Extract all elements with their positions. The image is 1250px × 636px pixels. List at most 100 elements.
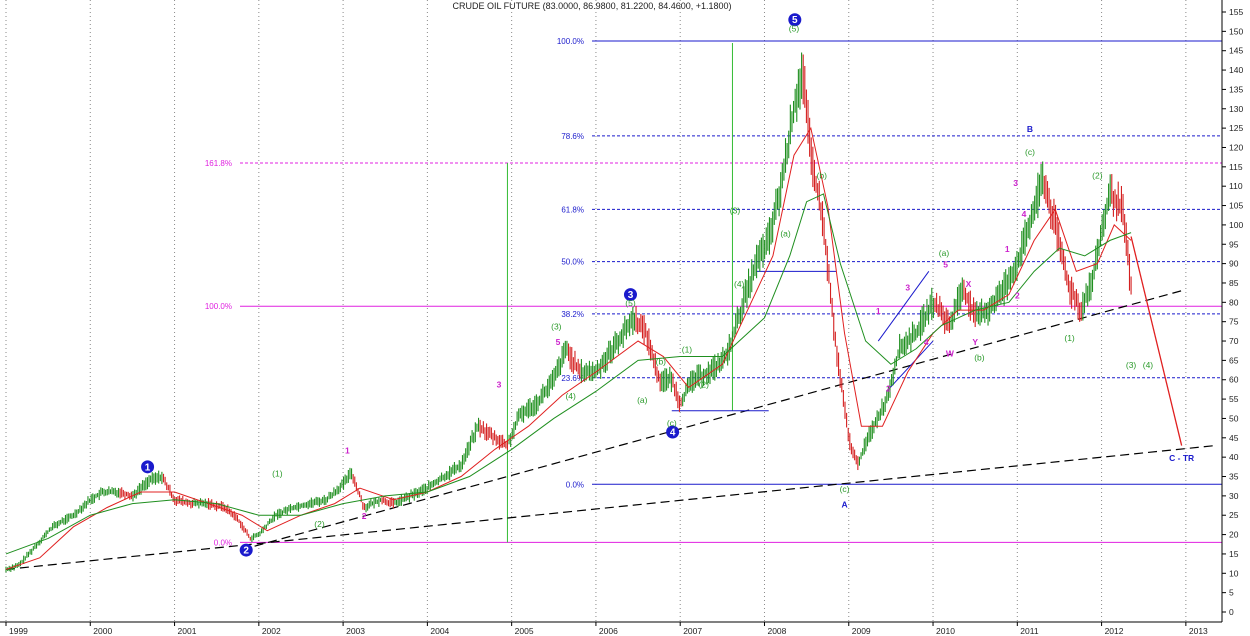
minor-wave-label: (1) — [1064, 333, 1075, 343]
wave-labels: 1 2 3 4 5 A B C - TR (5) (1) (2) (3) (4) (5) (a) (b) (c)… — [141, 13, 1194, 557]
major-wave-marker — [141, 460, 155, 474]
minor-wave-label: (c) — [667, 418, 677, 428]
y-tick-label: 20 — [1229, 530, 1239, 540]
x-tick-label: 2008 — [767, 626, 786, 636]
minor-wave-label: (2) — [699, 379, 710, 389]
minor-wave-label: (2) — [314, 519, 325, 529]
y-tick-label: 105 — [1229, 201, 1243, 211]
minor-wave-label: (5) — [625, 298, 636, 308]
y-tick-label: 15 — [1229, 549, 1239, 559]
fib-label-left: 0.0% — [214, 538, 232, 547]
y-tick-label: 40 — [1229, 452, 1239, 462]
price-series — [5, 52, 1132, 573]
channel-upper — [877, 271, 930, 342]
major-wave-label: 2 — [243, 546, 249, 557]
upper-trendline — [254, 290, 1182, 547]
minor-wave-label: (a) — [780, 229, 791, 239]
y-tick-label: 125 — [1229, 123, 1243, 133]
sub-wave-label: W — [946, 349, 955, 359]
y-tick-label: 120 — [1229, 142, 1243, 152]
projection-line — [1130, 236, 1183, 446]
fib-label-right: 0.0% — [566, 480, 584, 489]
minor-wave-label: (3) — [730, 205, 741, 215]
sub-wave-label: 3 — [905, 283, 910, 293]
x-tick-label: 2009 — [852, 626, 871, 636]
minor-wave-label: (b) — [817, 170, 828, 180]
minor-wave-label: (c) — [1025, 147, 1035, 157]
trend-lines — [5, 42, 1216, 571]
y-tick-label: 30 — [1229, 491, 1239, 501]
y-tick-label: 140 — [1229, 65, 1243, 75]
major-wave-marker — [239, 543, 253, 557]
sub-wave-label: 2 — [362, 511, 367, 521]
y-tick-label: 90 — [1229, 259, 1239, 269]
x-tick-label: 2003 — [346, 626, 365, 636]
y-tick-label: 25 — [1229, 510, 1239, 520]
major-wave-label: 1 — [145, 462, 151, 473]
y-tick-label: 55 — [1229, 394, 1239, 404]
x-tick-label: 2006 — [599, 626, 618, 636]
sub-wave-label: 1 — [876, 306, 881, 316]
sub-wave-label: 5 — [556, 337, 561, 347]
sub-wave-label: 4 — [1022, 209, 1027, 219]
x-tick-label: 2011 — [1020, 626, 1039, 636]
y-tick-label: 115 — [1229, 162, 1243, 172]
sub-wave-label: Y — [972, 337, 978, 347]
sub-wave-label: 3 — [1013, 178, 1018, 188]
chart-title: CRUDE OIL FUTURE (83.0000, 86.9800, 81.2… — [452, 1, 731, 11]
channel-lower — [886, 340, 934, 392]
x-tick-label: 1999 — [9, 626, 28, 636]
major-wave-label: 3 — [628, 290, 634, 301]
y-tick-label: 155 — [1229, 7, 1243, 17]
y-tick-label: 145 — [1229, 46, 1243, 56]
y-tick-label: 130 — [1229, 104, 1243, 114]
x-tick-label: 2004 — [430, 626, 449, 636]
y-tick-label: 150 — [1229, 26, 1243, 36]
sub-wave-label: 2 — [886, 383, 891, 393]
sub-wave-label: 4 — [924, 337, 929, 347]
sub-wave-label: 2 — [1015, 290, 1020, 300]
x-tick-label: 2005 — [515, 626, 534, 636]
y-tick-label: 10 — [1229, 568, 1239, 578]
y-tick-label: 135 — [1229, 84, 1243, 94]
corrective-wave-label: B — [1027, 124, 1033, 134]
major-wave-marker — [788, 13, 802, 27]
y-tick-label: 70 — [1229, 336, 1239, 346]
fib-label-left: 100.0% — [205, 302, 232, 311]
fib-label-right: 100.0% — [557, 37, 584, 46]
major-wave-marker — [623, 288, 637, 302]
x-tick-label: 2007 — [683, 626, 702, 636]
minor-wave-label: (b) — [974, 352, 985, 362]
minor-wave-label: (2) — [1092, 170, 1103, 180]
sub-wave-label: 5 — [943, 259, 948, 269]
minor-wave-label: (4) — [565, 391, 576, 401]
y-tick-label: 110 — [1229, 181, 1243, 191]
sub-wave-label: 1 — [1005, 244, 1010, 254]
minor-wave-label: (3) — [551, 321, 562, 331]
y-tick-label: 75 — [1229, 317, 1239, 327]
x-tick-label: 2002 — [262, 626, 281, 636]
y-tick-label: 45 — [1229, 433, 1239, 443]
x-tick-label: 2013 — [1189, 626, 1208, 636]
corrective-wave-label: C - TR — [1169, 453, 1194, 463]
minor-wave-label: (b) — [656, 356, 667, 366]
y-tick-label: 60 — [1229, 375, 1239, 385]
fibonacci-levels: 161.8%100.0%0.0%100.0%78.6%61.8%50.0%38.… — [205, 37, 1222, 547]
y-tick-label: 35 — [1229, 472, 1239, 482]
fib-label-right: 38.2% — [561, 310, 584, 319]
major-wave-marker — [666, 425, 680, 439]
minor-wave-label: (5) — [789, 23, 800, 33]
y-tick-label: 85 — [1229, 278, 1239, 288]
fib-label-right: 78.6% — [561, 132, 584, 141]
minor-wave-label: (1) — [272, 469, 283, 479]
x-tick-label: 2000 — [93, 626, 112, 636]
y-tick-label: 100 — [1229, 220, 1243, 230]
minor-wave-label: (3) — [1126, 360, 1137, 370]
y-tick-label: 0 — [1229, 607, 1234, 617]
sub-wave-label: 1 — [345, 445, 350, 455]
corrective-wave-label: A — [841, 499, 847, 509]
x-tick-label: 2010 — [936, 626, 955, 636]
long-moving-average-line — [5, 193, 1132, 555]
fib-label-right: 50.0% — [561, 258, 584, 267]
